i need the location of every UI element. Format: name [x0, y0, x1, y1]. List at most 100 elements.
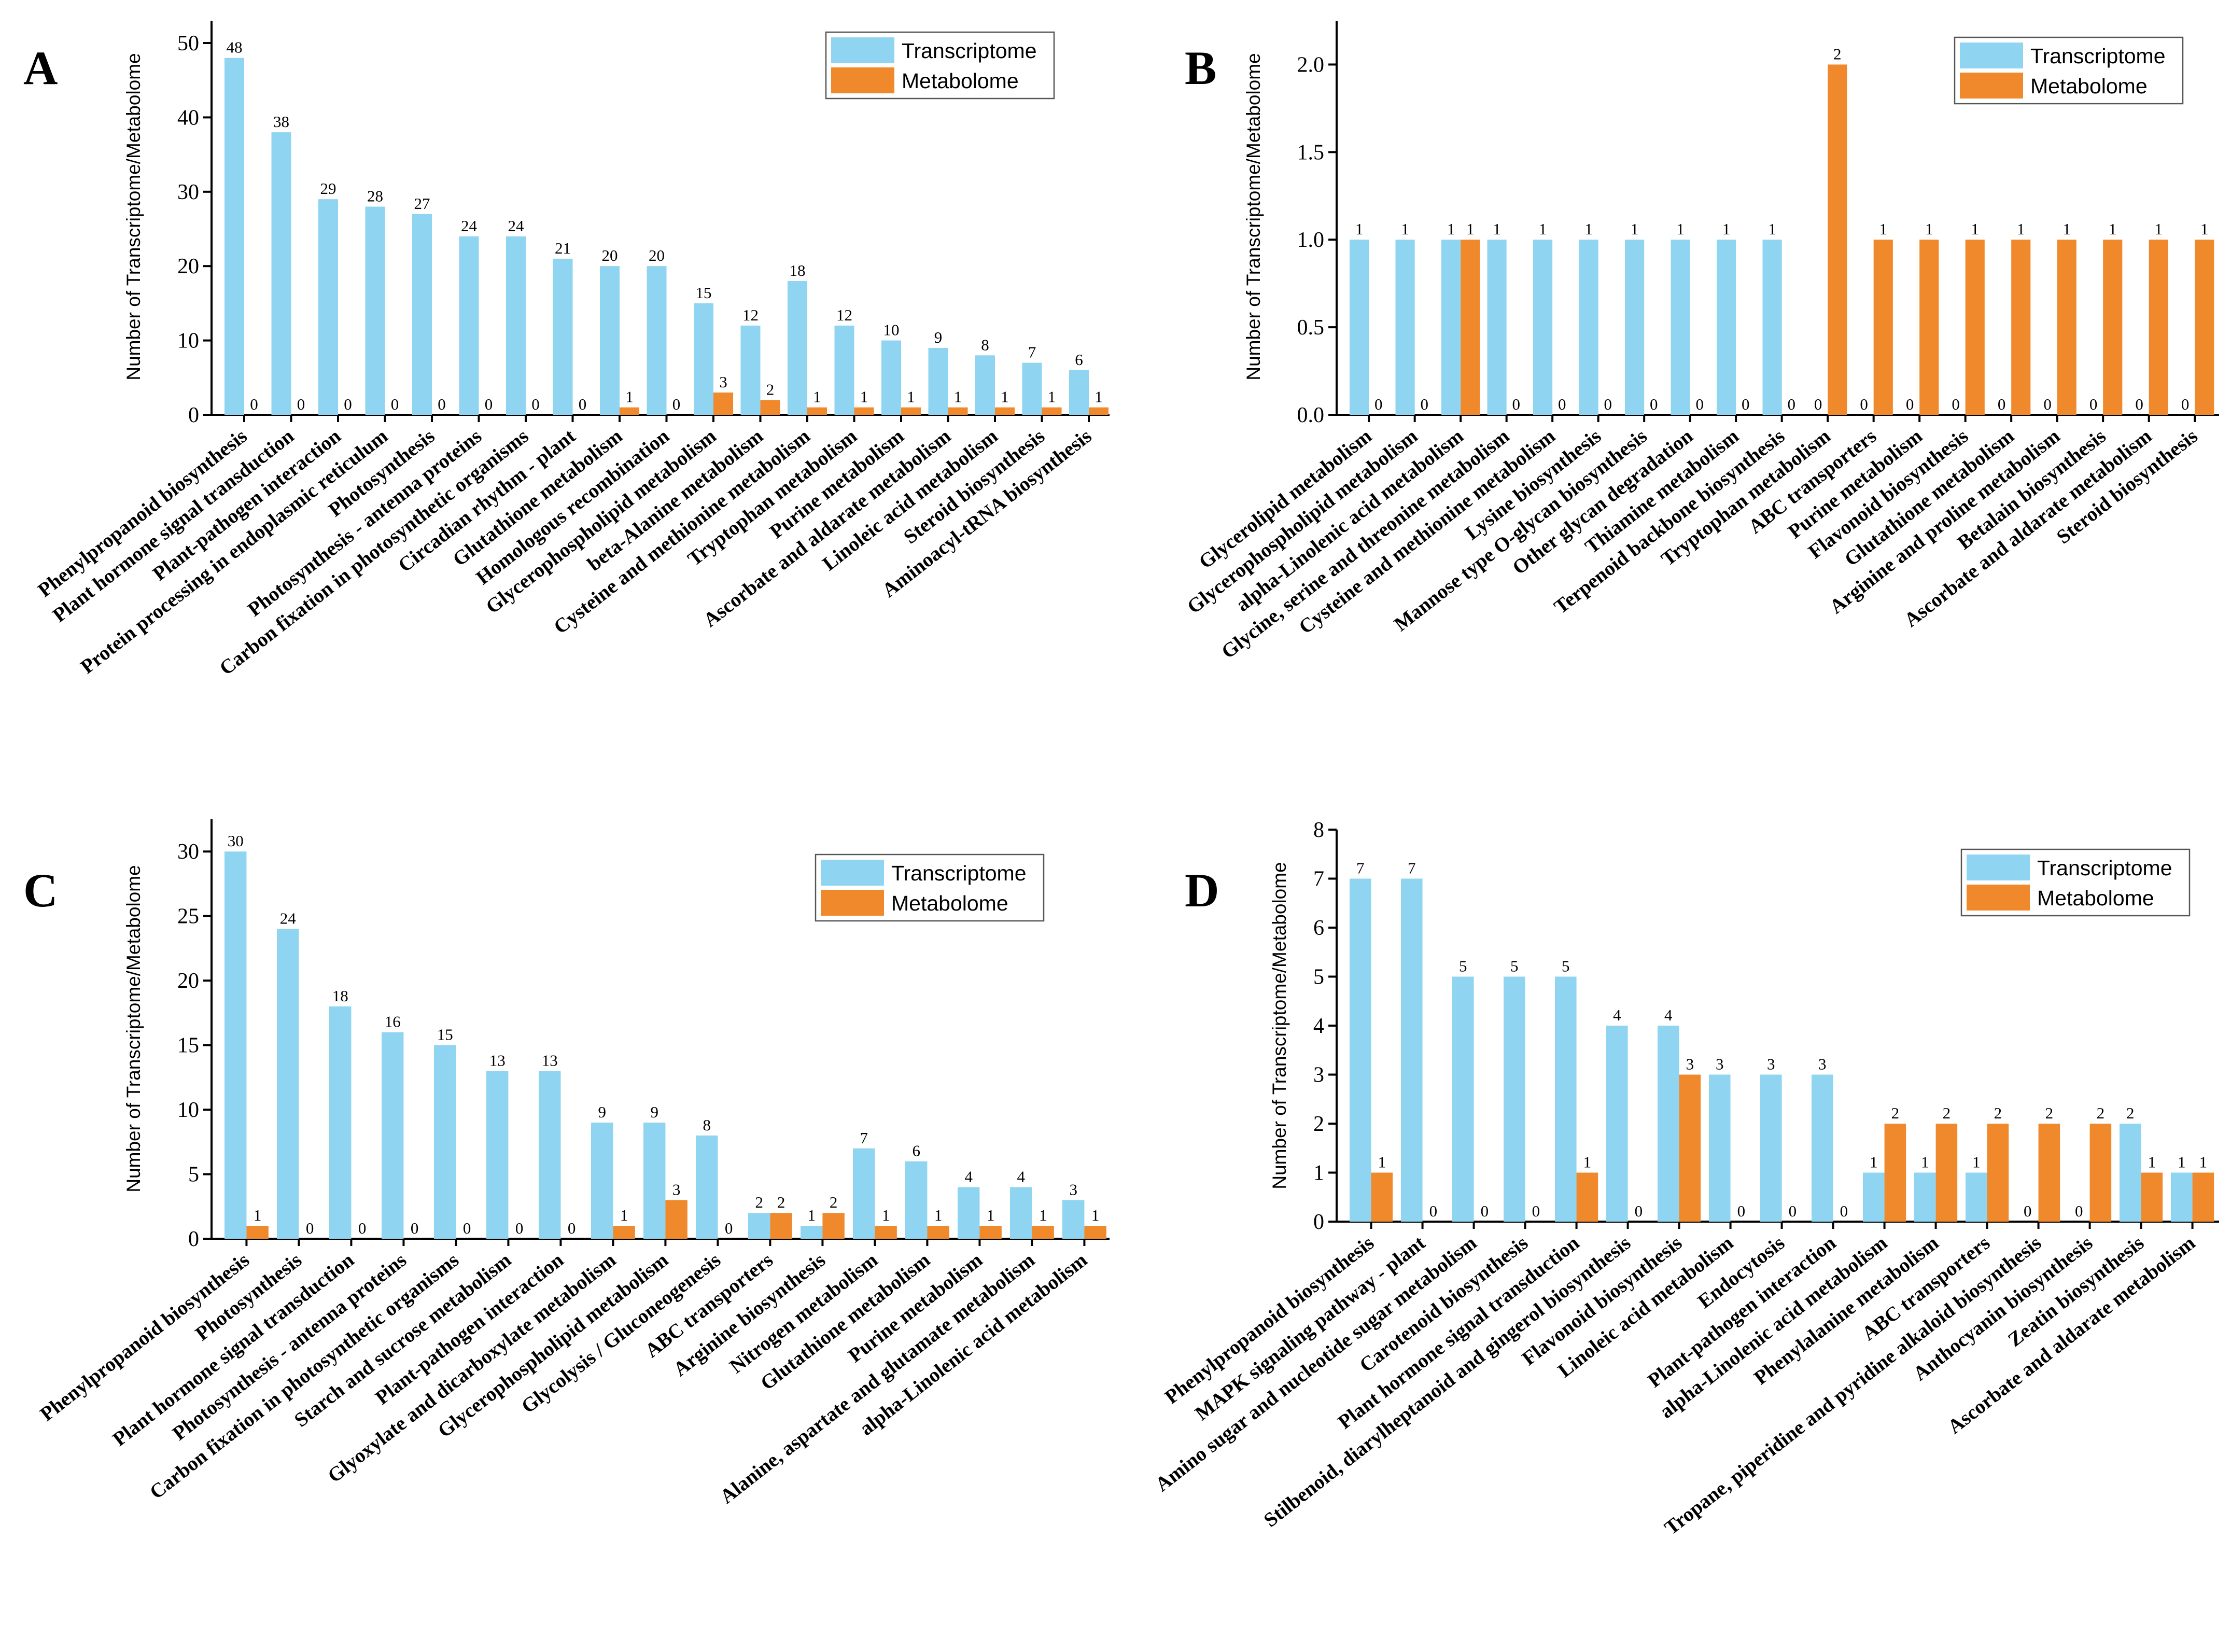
bar-transcriptome — [459, 236, 479, 415]
bar-metabolome — [995, 407, 1015, 415]
bar-transcriptome — [1504, 976, 1525, 1222]
y-tick-label: 50 — [177, 32, 199, 55]
bar-transcriptome — [1487, 240, 1507, 415]
value-label-transcriptome: 0 — [1814, 395, 1822, 413]
value-label-transcriptome: 18 — [332, 987, 348, 1005]
value-label-metabolome: 0 — [358, 1219, 367, 1237]
legend: Transcriptome Metabolome — [815, 853, 1045, 922]
value-label-transcriptome: 4 — [1664, 1006, 1673, 1024]
value-label-metabolome: 1 — [1925, 220, 1933, 238]
y-tick-label: 2.0 — [1297, 53, 1325, 77]
value-label-metabolome: 1 — [987, 1206, 995, 1224]
value-label-metabolome: 2 — [766, 380, 775, 398]
value-label-metabolome: 1 — [813, 388, 821, 406]
value-label-metabolome: 0 — [1429, 1202, 1438, 1220]
legend-label-metabolome: Metabolome — [2037, 886, 2154, 910]
bar-metabolome — [1828, 64, 1847, 415]
panel-d: D Number of Transcriptome/Metabolome 0 1 2 3 4… — [1151, 818, 2219, 1539]
bar-metabolome — [1935, 1124, 1958, 1222]
y-axis-label: Number of Transcriptome/Metabolome — [1243, 53, 1264, 380]
legend-label-metabolome: Metabolome — [2030, 74, 2148, 98]
legend-label-transcriptome: Transcriptome — [902, 39, 1037, 63]
value-label-transcriptome: 0 — [2024, 1202, 2032, 1220]
value-label-transcriptome: 24 — [508, 217, 525, 235]
bar-transcriptome — [1069, 370, 1089, 415]
value-label-metabolome: 1 — [860, 388, 868, 406]
y-tick-label: 6 — [1313, 916, 1324, 940]
value-label-metabolome: 0 — [1742, 395, 1750, 413]
bar-metabolome — [2103, 240, 2123, 415]
legend-label-metabolome: Metabolome — [902, 69, 1019, 93]
value-label-transcriptome: 9 — [650, 1103, 658, 1121]
value-label-metabolome: 1 — [1048, 388, 1056, 406]
value-label-transcriptome: 7 — [1028, 343, 1036, 361]
bar-transcriptome — [1863, 1172, 1885, 1222]
value-label-transcriptome: 5 — [1562, 957, 1570, 975]
value-label-transcriptome: 30 — [228, 832, 244, 850]
value-label-metabolome: 1 — [1378, 1153, 1386, 1171]
value-label-transcriptome: 0 — [2043, 395, 2052, 413]
value-label-metabolome: 0 — [1696, 395, 1704, 413]
bar-transcriptome — [788, 281, 808, 415]
panel-a: A Number of Transcriptome/Metabolome01020… — [23, 21, 1110, 680]
value-label-transcriptome: 0 — [2181, 395, 2190, 413]
value-label-metabolome: 1 — [625, 388, 634, 406]
y-tick-label: 0 — [188, 1227, 199, 1251]
value-label-transcriptome: 8 — [981, 335, 989, 354]
bar-transcriptome — [1625, 240, 1645, 415]
panel-letter: C — [23, 864, 58, 917]
value-label-metabolome: 0 — [1481, 1202, 1489, 1220]
bar-metabolome — [2192, 1172, 2214, 1222]
value-label-transcriptome: 2 — [755, 1193, 763, 1211]
value-label-transcriptome: 4 — [964, 1167, 973, 1185]
bar-transcriptome — [1606, 1026, 1628, 1222]
bar-transcriptome — [1709, 1074, 1731, 1222]
bar-transcriptome — [1658, 1026, 1679, 1222]
value-label-transcriptome: 28 — [367, 187, 383, 205]
bar-metabolome — [620, 407, 640, 415]
legend: Transcriptome Metabolome — [1960, 848, 2191, 917]
legend-label-transcriptome: Transcriptome — [2037, 856, 2172, 880]
value-label-transcriptome: 12 — [836, 306, 852, 324]
value-label-metabolome: 0 — [411, 1219, 419, 1237]
bar-transcriptome — [539, 1071, 561, 1239]
value-label-transcriptome: 5 — [1459, 957, 1467, 975]
y-tick-label: 5 — [188, 1163, 199, 1187]
bar-transcriptome — [958, 1187, 980, 1239]
y-tick-label: 2 — [1313, 1112, 1324, 1136]
bar-metabolome — [901, 407, 921, 415]
y-tick-label: 30 — [177, 840, 199, 864]
bar-metabolome — [2089, 1124, 2112, 1222]
value-label-metabolome: 1 — [2199, 1153, 2208, 1171]
value-label-transcriptome: 38 — [273, 113, 289, 131]
bar-metabolome — [613, 1226, 635, 1239]
value-label-metabolome: 1 — [1583, 1153, 1592, 1171]
bar-metabolome — [760, 400, 780, 415]
y-tick-label: 40 — [177, 106, 199, 130]
bar-transcriptome — [412, 214, 432, 415]
bar-transcriptome — [1762, 240, 1782, 415]
legend-swatch-transcriptome — [821, 860, 884, 886]
bar-transcriptome — [365, 206, 385, 415]
bar-transcriptome — [696, 1135, 718, 1239]
bar-metabolome — [1987, 1124, 2009, 1222]
y-tick-label: 15 — [177, 1034, 199, 1058]
value-label-metabolome: 0 — [725, 1219, 733, 1237]
bar-metabolome — [665, 1200, 687, 1239]
bar-metabolome — [854, 407, 874, 415]
value-label-transcriptome: 5 — [1510, 957, 1519, 975]
bar-metabolome — [1576, 1172, 1598, 1222]
bar-transcriptome — [318, 199, 339, 415]
value-label-metabolome: 0 — [1840, 1202, 1848, 1220]
bar-transcriptome — [740, 325, 761, 415]
bar-transcriptome — [1010, 1187, 1032, 1239]
value-label-transcriptome: 1 — [1768, 220, 1776, 238]
bar-transcriptome — [382, 1032, 404, 1239]
y-tick-label: 10 — [177, 329, 199, 353]
bar-metabolome — [246, 1226, 269, 1239]
bar-transcriptome — [2171, 1172, 2193, 1222]
bar-metabolome — [770, 1213, 792, 1239]
bar-metabolome — [1965, 240, 1985, 415]
value-label-transcriptome: 15 — [696, 284, 712, 302]
